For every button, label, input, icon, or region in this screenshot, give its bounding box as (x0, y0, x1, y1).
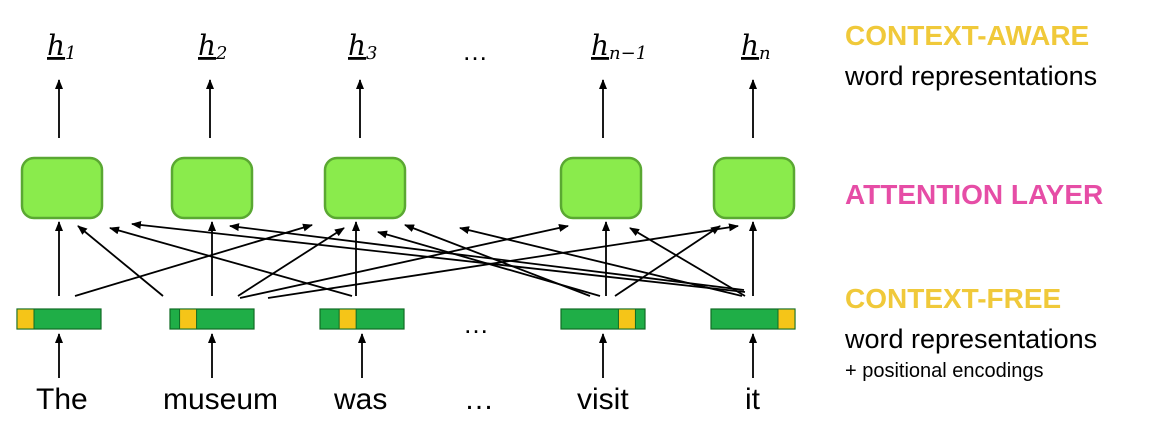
attention-box (323, 156, 407, 220)
context-aware-subtitle: word representations (844, 61, 1097, 91)
positional-slot (338, 308, 357, 330)
attention-arrow (614, 225, 721, 297)
context-aware-heading: CONTEXT-AWARE (845, 20, 1089, 51)
attention-boxes (20, 156, 796, 220)
output-ellipsis: … (462, 36, 488, 66)
positional-slot (617, 308, 636, 330)
output-label-h3: h3 (348, 29, 378, 64)
input-arrows (55, 333, 757, 378)
right-labels: CONTEXT-AWARE word representations ATTEN… (844, 20, 1103, 382)
word-visit: visit (577, 383, 629, 416)
attention-arrow (74, 223, 313, 297)
attention-arrow (629, 227, 746, 297)
attention-arrow (229, 223, 745, 291)
attention-arrow (131, 221, 746, 293)
output-label-hn: hn (741, 29, 771, 64)
embedding-ellipsis: … (463, 309, 489, 339)
attention-arrow (459, 226, 743, 297)
output-label-hn-minus-1: hn−1 (591, 29, 647, 64)
attention-arrow (109, 226, 353, 297)
attention-box (559, 156, 643, 220)
attention-arrow (239, 224, 569, 299)
output-label-h1: h1 (47, 29, 77, 64)
word-ellipsis: … (464, 383, 494, 416)
attention-box (20, 156, 104, 220)
embedding-bar (319, 308, 405, 330)
attention-arrow (377, 230, 601, 297)
attention-arrows (55, 221, 757, 299)
context-free-subtitle: word representations (844, 324, 1097, 354)
output-labels: h1 h2 h3 hn−1 hn … (47, 29, 771, 66)
output-label-h2: h2 (198, 29, 228, 64)
attention-box (170, 156, 254, 220)
attention-arrow (237, 227, 345, 297)
context-free-heading: CONTEXT-FREE (845, 283, 1061, 314)
input-words: The museum was … visit it (36, 383, 761, 416)
positional-encodings-note: + positional encodings (845, 360, 1043, 382)
positional-slot (777, 308, 796, 330)
word-was: was (333, 383, 387, 416)
word-it: it (745, 383, 761, 416)
output-arrows (55, 79, 757, 138)
attention-layer-heading: ATTENTION LAYER (845, 179, 1103, 210)
word-museum: museum (163, 383, 278, 416)
positional-slot (16, 308, 35, 330)
word-the: The (36, 383, 88, 416)
embedding-bars (16, 308, 796, 330)
attention-box (712, 156, 796, 220)
attention-arrow (77, 225, 164, 297)
positional-slot (179, 308, 198, 330)
